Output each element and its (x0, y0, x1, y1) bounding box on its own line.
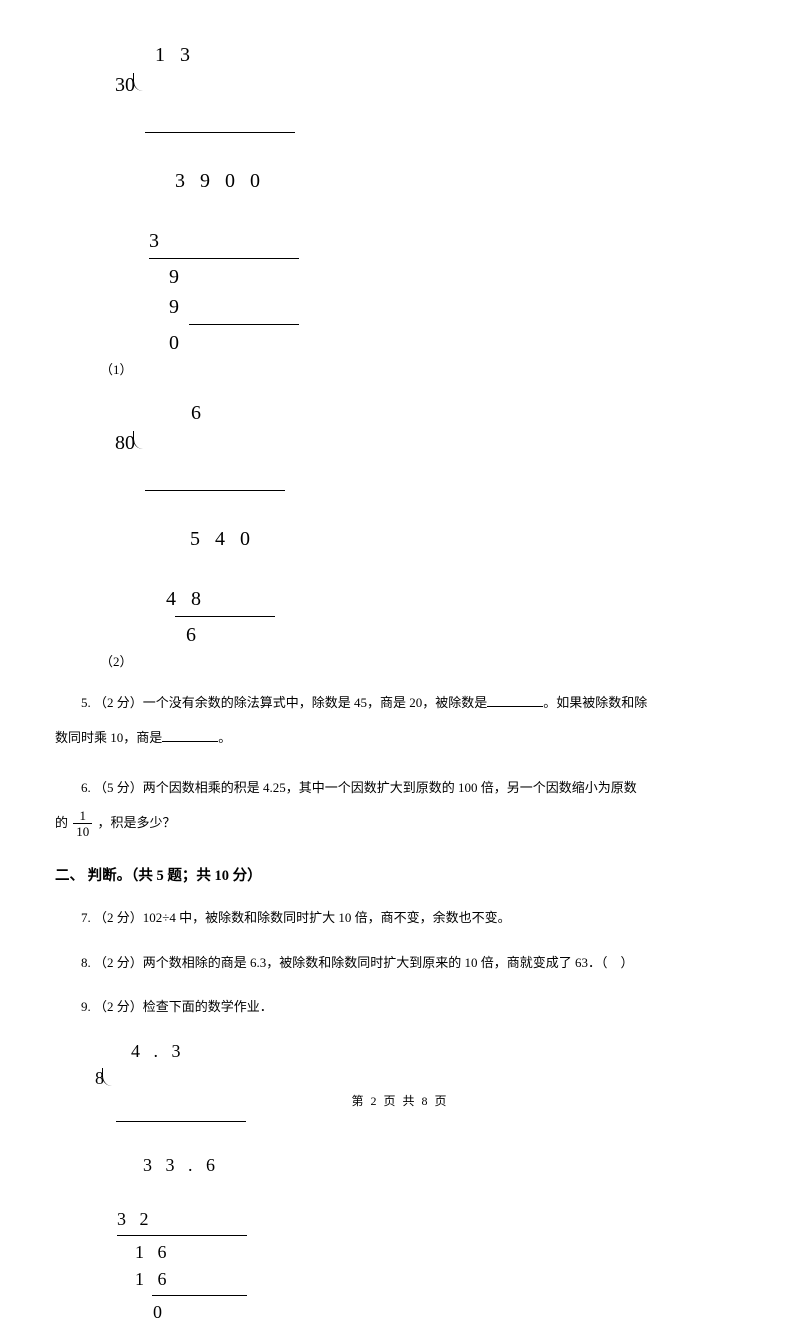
d3-step1: 3 2 (117, 1206, 745, 1233)
q5-mid: 。如果被除数和除 (543, 695, 647, 710)
q6-fraction: 110 (73, 809, 92, 838)
d1-divisor: 30 (115, 70, 135, 100)
d3-step2a: 1 6 (117, 1239, 745, 1266)
d2-step2: 6 (151, 620, 745, 650)
d3-line1 (117, 1235, 247, 1237)
d1-step2a: 9 (149, 262, 745, 292)
d1-bracket (135, 71, 145, 91)
d2-line1 (175, 616, 275, 618)
d1-line1 (149, 258, 299, 260)
d2-label: （2） (100, 652, 745, 672)
question-7: 7. （2 分）102÷4 中，被除数和除数同时扩大 10 倍，商不变，余数也不… (55, 904, 745, 933)
d1-line2 (189, 324, 299, 326)
question-5-cont: 数同时乘 10，商是 。 (55, 724, 745, 753)
long-division-1: 1 3 30 3 9 0 0 3 9 9 0 (115, 40, 745, 358)
d2-divisor: 80 (115, 428, 135, 458)
d3-dividend: 3 3 . 6 (143, 1155, 215, 1175)
section-2-header: 二、 判断。（共 5 题；共 10 分） (55, 866, 745, 888)
q5-blank-1 (487, 693, 543, 707)
q6-line2a: 的 (55, 815, 71, 830)
d2-step1: 4 8 (151, 584, 745, 614)
d2-quotient: 6 (151, 398, 745, 428)
d2-bracket (135, 429, 145, 449)
q5-line2b: 。 (218, 730, 231, 745)
d1-label: （1） (100, 360, 745, 380)
long-division-3: 4 . 3 8 3 3 . 6 3 2 1 6 1 6 0 (95, 1038, 745, 1326)
d2-dividend: 5 4 0 (175, 528, 250, 550)
page-footer: 第 2 页 共 8 页 (0, 1092, 800, 1110)
question-5: 5. （2 分）一个没有余数的除法算式中，除数是 45，商是 20，被除数是 。如… (55, 689, 745, 718)
d1-step1: 3 (149, 226, 745, 256)
d1-step3: 0 (149, 328, 745, 358)
d1-dividend: 3 9 0 0 (175, 170, 260, 192)
d3-step3: 0 (117, 1299, 745, 1326)
q8-text: 8. （2 分）两个数相除的商是 6.3，被除数和除数同时扩大到原来的 10 倍… (81, 955, 608, 970)
q5-blank-2 (162, 728, 218, 742)
q5-prefix: 5. （2 分）一个没有余数的除法算式中，除数是 45，商是 20，被除数是 (81, 695, 487, 710)
q6-prefix: 6. （5 分）两个因数相乘的积是 4.25，其中一个因数扩大到原数的 100 … (81, 780, 637, 795)
d2-topline (145, 490, 285, 492)
d1-quotient: 1 3 (145, 40, 745, 70)
q6-frac-den: 10 (73, 824, 92, 838)
q6-line2b: ，积是多少？ (94, 815, 175, 830)
d1-step2b: 9 (149, 292, 745, 322)
d3-topline (116, 1121, 246, 1123)
q8-tail: ） (621, 955, 634, 970)
d1-topline (145, 132, 295, 134)
long-division-2: 6 80 5 4 0 4 8 6 (115, 398, 745, 650)
d3-line2 (152, 1295, 247, 1297)
d3-quotient: 4 . 3 (113, 1038, 745, 1065)
d3-step2b: 1 6 (117, 1266, 745, 1293)
q6-frac-num: 1 (73, 809, 92, 824)
d3-bracket (104, 1066, 116, 1084)
question-6-cont: 的 110 ，积是多少？ (55, 809, 745, 839)
question-6: 6. （5 分）两个因数相乘的积是 4.25，其中一个因数扩大到原数的 100 … (55, 774, 745, 803)
question-9: 9. （2 分）检查下面的数学作业． (55, 993, 745, 1022)
q5-line2a: 数同时乘 10，商是 (55, 730, 162, 745)
question-8: 8. （2 分）两个数相除的商是 6.3，被除数和除数同时扩大到原来的 10 倍… (55, 949, 745, 978)
